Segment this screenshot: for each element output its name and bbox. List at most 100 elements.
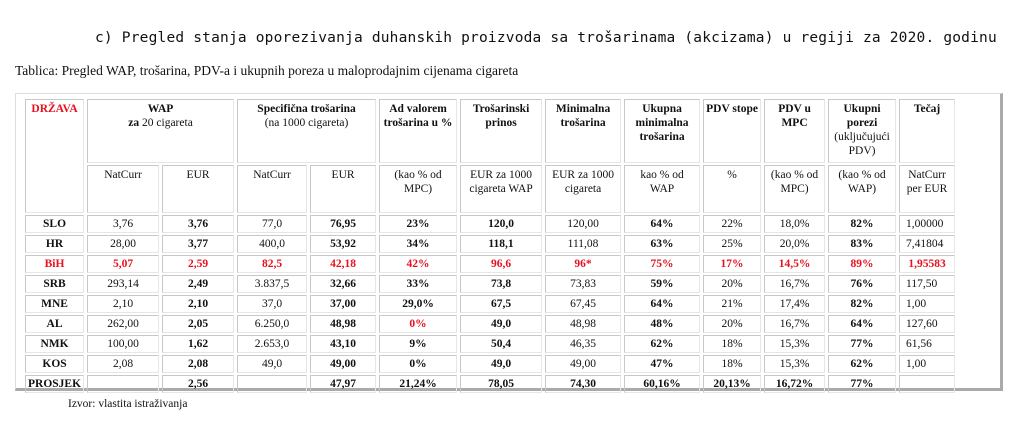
col-header-wap: WAP za 20 cigareta xyxy=(87,99,235,163)
source-note: Izvor: vlastita istraživanja xyxy=(68,398,188,410)
value-cell: 82% xyxy=(828,215,897,233)
section-title: c) Pregled stanja oporezivanja duhanskih… xyxy=(95,30,997,46)
value-cell: 120,0 xyxy=(460,215,543,233)
value-cell: 73,8 xyxy=(460,275,543,293)
value-cell: 32,66 xyxy=(310,275,377,293)
value-cell: 1,00000 xyxy=(899,215,956,233)
value-cell: 82% xyxy=(828,295,897,313)
value-cell: 47,97 xyxy=(310,375,377,393)
value-cell: 0% xyxy=(379,355,458,373)
value-cell: 59% xyxy=(624,275,701,293)
value-cell: 15,3% xyxy=(764,335,826,353)
spec-sub: (na 1000 cigareta) xyxy=(264,117,349,129)
value-cell: 22% xyxy=(703,215,762,233)
value-cell: 17,4% xyxy=(764,295,826,313)
value-cell: 2,59 xyxy=(162,255,235,273)
value-cell: 64% xyxy=(828,315,897,333)
value-cell: 400,0 xyxy=(237,235,308,253)
col-header-ukpor: Ukupni porezi (uključujući PDV) xyxy=(828,99,897,163)
value-cell: 37,00 xyxy=(310,295,377,313)
value-cell xyxy=(237,375,308,393)
value-cell: 16,7% xyxy=(764,315,826,333)
value-cell: 127,60 xyxy=(899,315,956,333)
value-cell: 16,7% xyxy=(764,275,826,293)
value-cell: 78,05 xyxy=(460,375,543,393)
value-cell: 15,3% xyxy=(764,355,826,373)
value-cell: 76% xyxy=(828,275,897,293)
value-cell: 74,30 xyxy=(545,375,622,393)
col-header-pdvmpc: PDV u MPC xyxy=(764,99,826,163)
table-row: HR 28,00 3,77 400,0 53,92 34% 118,1 111,08 63% 25… xyxy=(25,235,956,253)
table-row: MNE 2,10 2,10 37,0 37,00 29,0% 67,5 67,45 64% 21%… xyxy=(25,295,956,313)
value-cell: 42,18 xyxy=(310,255,377,273)
value-cell: 49,00 xyxy=(545,355,622,373)
unit-cell: EUR za 1000 cigareta xyxy=(545,165,622,213)
units-row: NatCurr EUR NatCurr EUR (kao % od MPC) EUR za… xyxy=(25,165,956,213)
col-header-min: Minimalna trošarina xyxy=(545,99,622,163)
value-cell: 2,08 xyxy=(162,355,235,373)
value-cell: 28,00 xyxy=(87,235,160,253)
value-cell xyxy=(899,375,956,393)
value-cell: 20,0% xyxy=(764,235,826,253)
unit-cell: EUR za 1000 cigareta WAP xyxy=(460,165,543,213)
country-cell: AL xyxy=(25,315,85,333)
value-cell: 18,0% xyxy=(764,215,826,233)
value-cell: 3,77 xyxy=(162,235,235,253)
col-header-spec: Specifična trošarina (na 1000 cigareta) xyxy=(237,99,377,163)
value-cell: 18% xyxy=(703,335,762,353)
value-cell: 60,16% xyxy=(624,375,701,393)
unit-cell: (kao % od WAP) xyxy=(828,165,897,213)
country-cell: KOS xyxy=(25,355,85,373)
value-cell: 64% xyxy=(624,215,701,233)
table-row: KOS 2,08 2,08 49,0 49,00 0% 49,0 49,00 47% 18% 15,… xyxy=(25,355,956,373)
value-cell: 2,08 xyxy=(87,355,160,373)
value-cell: 73,83 xyxy=(545,275,622,293)
value-cell: 63% xyxy=(624,235,701,253)
value-cell: 77% xyxy=(828,375,897,393)
value-cell: 67,5 xyxy=(460,295,543,313)
value-cell: 1,00 xyxy=(899,355,956,373)
unit-cell: NatCurr xyxy=(87,165,160,213)
value-cell: 29,0% xyxy=(379,295,458,313)
value-cell: 20,13% xyxy=(703,375,762,393)
value-cell: 7,41804 xyxy=(899,235,956,253)
value-cell: 47% xyxy=(624,355,701,373)
value-cell: 48,98 xyxy=(310,315,377,333)
ukpor-sub: (uključujući PDV) xyxy=(834,131,890,157)
value-cell: 48% xyxy=(624,315,701,333)
table-row: AL 262,00 2,05 6.250,0 48,98 0% 49,0 48,98 48% 20… xyxy=(25,315,956,333)
value-cell: 21,24% xyxy=(379,375,458,393)
table-row: SLO 3,76 3,76 77,0 76,95 23% 120,0 120,00 64% 22%… xyxy=(25,215,956,233)
value-cell: 1,62 xyxy=(162,335,235,353)
value-cell: 75% xyxy=(624,255,701,273)
value-cell: 34% xyxy=(379,235,458,253)
wap-label: WAP xyxy=(147,103,174,115)
value-cell: 49,0 xyxy=(460,315,543,333)
value-cell: 83% xyxy=(828,235,897,253)
value-cell: 46,35 xyxy=(545,335,622,353)
col-header-prinos: Trošarinski prinos xyxy=(460,99,543,163)
value-cell: 82,5 xyxy=(237,255,308,273)
value-cell: 3.837,5 xyxy=(237,275,308,293)
value-cell: 3,76 xyxy=(162,215,235,233)
value-cell: 6.250,0 xyxy=(237,315,308,333)
value-cell: 120,00 xyxy=(545,215,622,233)
value-cell: 21% xyxy=(703,295,762,313)
value-cell: 62% xyxy=(624,335,701,353)
value-cell: 42% xyxy=(379,255,458,273)
value-cell: 2,10 xyxy=(162,295,235,313)
value-cell: 20% xyxy=(703,315,762,333)
value-cell: 2,56 xyxy=(162,375,235,393)
value-cell: 77% xyxy=(828,335,897,353)
unit-cell: EUR xyxy=(162,165,235,213)
value-cell: 262,00 xyxy=(87,315,160,333)
value-cell: 2,10 xyxy=(87,295,160,313)
value-cell: 16,72% xyxy=(764,375,826,393)
value-cell xyxy=(87,375,160,393)
unit-cell: NatCurr xyxy=(237,165,308,213)
country-cell: SRB xyxy=(25,275,85,293)
value-cell: 33% xyxy=(379,275,458,293)
value-cell: 3,76 xyxy=(87,215,160,233)
value-cell: 96,6 xyxy=(460,255,543,273)
value-cell: 49,0 xyxy=(460,355,543,373)
